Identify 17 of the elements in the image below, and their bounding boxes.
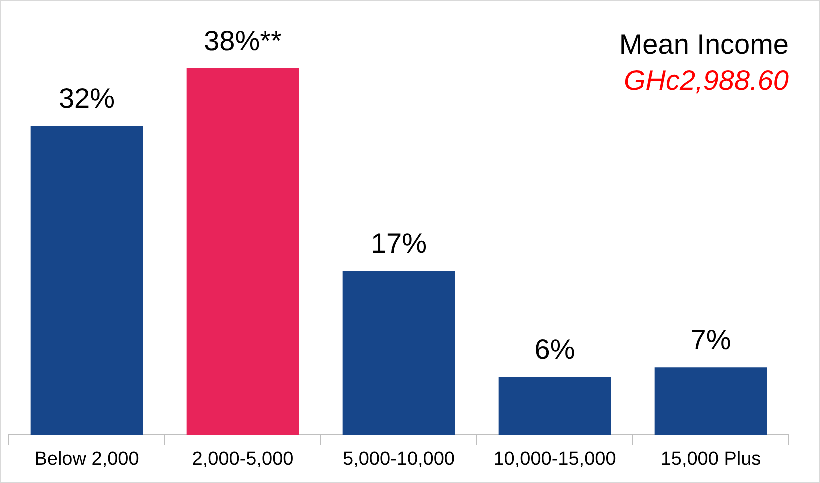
data-label: 17% xyxy=(370,228,428,259)
x-tick-label: 5,000-10,000 xyxy=(343,448,455,470)
bar xyxy=(30,126,144,436)
bar xyxy=(498,377,612,436)
x-tick-label: 2,000-5,000 xyxy=(192,448,294,470)
x-tick-label: 10,000-15,000 xyxy=(494,448,616,470)
annotation: GHc2,988.60 xyxy=(623,64,789,98)
data-label: 32% xyxy=(58,83,116,114)
x-tick-label: 15,000 Plus xyxy=(660,448,762,470)
bar xyxy=(654,368,768,436)
bar xyxy=(342,271,456,436)
data-label: 6% xyxy=(534,334,576,366)
text: Mean Income xyxy=(619,28,789,62)
data-label: 38%** xyxy=(204,25,282,56)
data-label: 7% xyxy=(690,324,732,356)
bar xyxy=(186,68,300,436)
x-tick-label: Below 2,000 xyxy=(34,448,140,470)
